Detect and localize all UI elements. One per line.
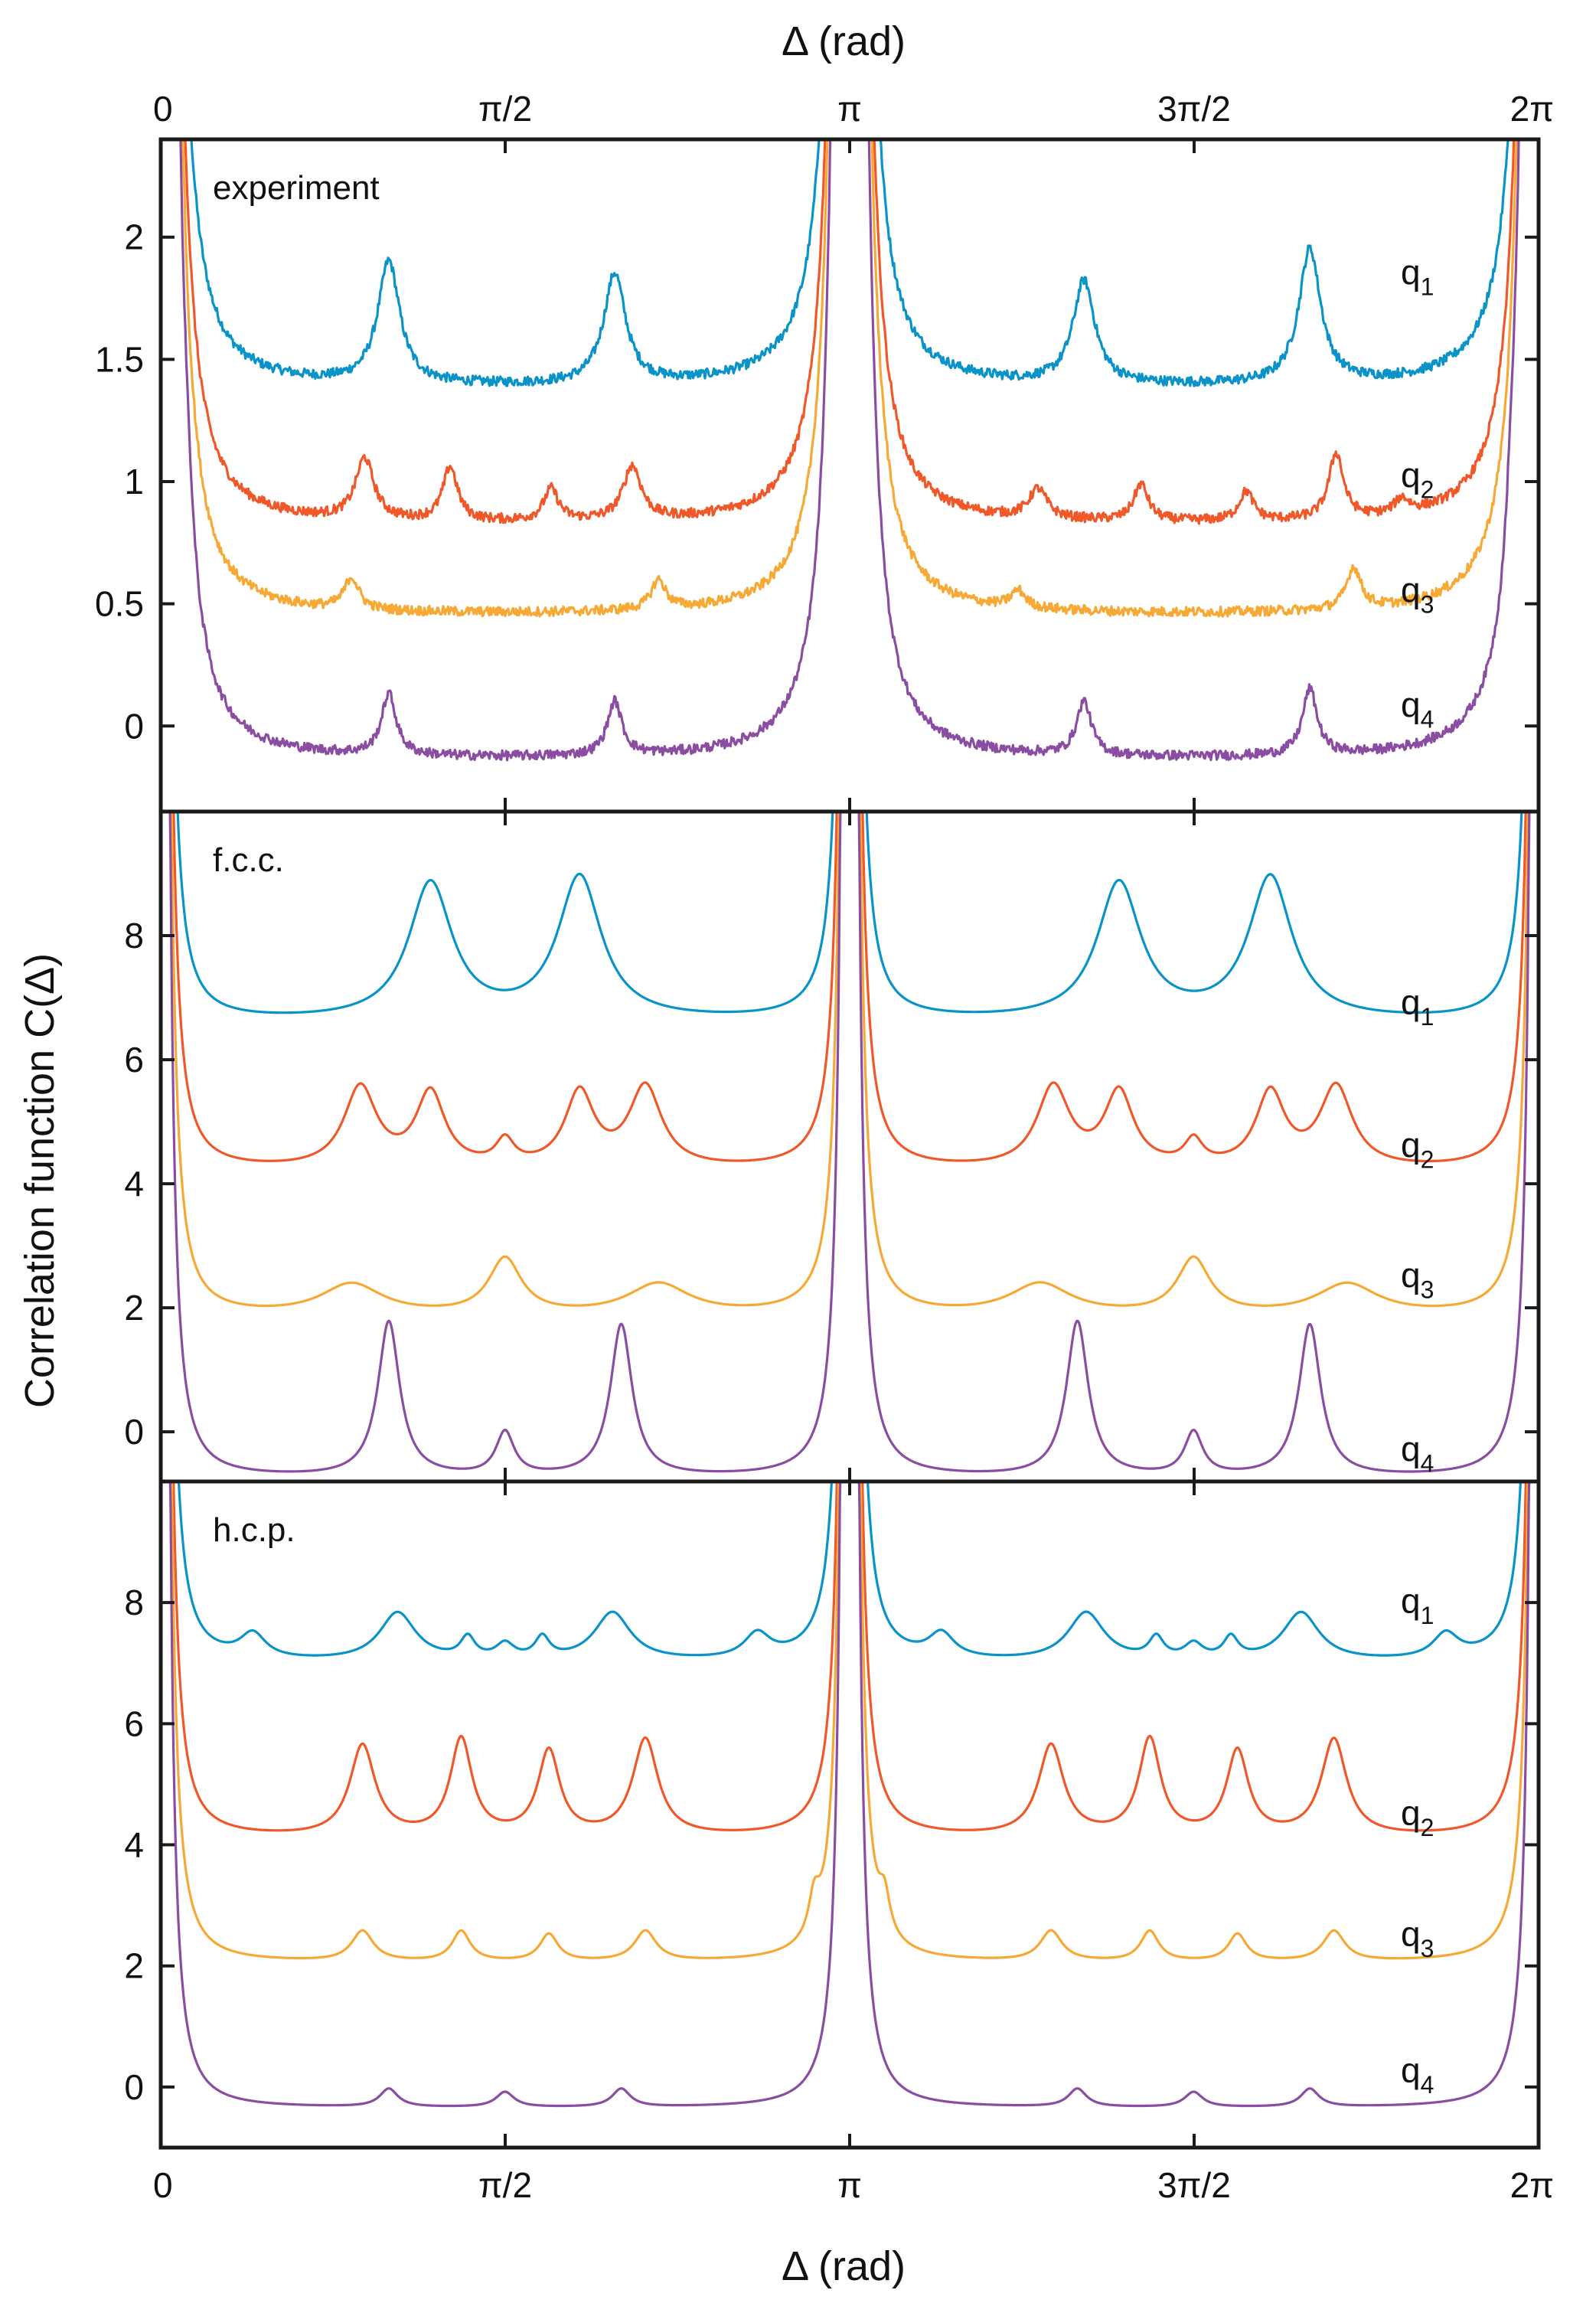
panel-curves [168,1481,1531,2108]
series-label-q2: q2 [1401,1793,1434,1841]
y-tick-label: 2 [124,1946,144,1986]
series-label-q3: q3 [1401,1256,1434,1304]
y-tick-label: 1.5 [95,339,144,379]
series-label-subscript: 2 [1421,1814,1434,1841]
x-tick-label-bottom: π/2 [478,2165,532,2205]
series-label-letter: q [1401,1793,1421,1833]
series-label-subscript: 3 [1421,1935,1434,1962]
series-line-q1 [177,1481,1523,1657]
panel-curves [168,812,1531,1473]
series-label-q4: q4 [1401,2050,1434,2099]
series-label-letter: q [1401,685,1421,725]
series-label-letter: q [1401,570,1421,610]
series-label-subscript: 4 [1421,1449,1434,1477]
x-tick-label-bottom: 2π [1510,2165,1554,2205]
series-label-q2: q2 [1401,1125,1434,1174]
bottom-x-axis-title: Δ (rad) [782,2243,906,2289]
series-label-letter: q [1401,2050,1421,2090]
series-label-q4: q4 [1401,685,1434,733]
series-label-q3: q3 [1401,1914,1434,1962]
y-tick-label: 0 [124,2067,144,2107]
series-label-q3: q3 [1401,570,1434,619]
y-tick-label: 1 [124,462,144,501]
series-line-q1 [190,139,1510,387]
x-tick-label-top: 3π/2 [1157,89,1231,129]
series-label-letter: q [1401,982,1421,1022]
series-label-subscript: 3 [1421,1276,1434,1304]
x-tick-label-top: 0 [153,89,173,129]
series-label-q4: q4 [1401,1429,1434,1477]
panel-curves [179,139,1520,762]
series-label-subscript: 4 [1421,2071,1434,2099]
y-tick-label: 2 [124,217,144,257]
series-label-letter: q [1401,1429,1421,1468]
y-tick-label: 0 [124,706,144,746]
series-line-q2 [184,139,1516,525]
panels-layer: 00.511.52experimentq1q2q3q402468f.c.c.q1… [95,89,1554,2205]
y-tick-label: 6 [124,1040,144,1080]
series-line-q2 [172,812,1527,1163]
axes-text-layer: Δ (rad) Δ (rad) Correlation function C(Δ… [17,18,906,2289]
y-tick-label: 4 [124,1825,144,1865]
series-label-letter: q [1401,1581,1421,1621]
series-line-q4 [168,1481,1531,2108]
x-tick-label-top: π [837,89,862,129]
y-tick-label: 0 [124,1412,144,1452]
series-label-letter: q [1401,456,1421,495]
y-tick-label: 8 [124,1583,144,1622]
series-label-subscript: 2 [1421,476,1434,504]
y-tick-label: 2 [124,1288,144,1328]
series-label-subscript: 1 [1421,1003,1434,1031]
series-label-subscript: 1 [1421,273,1434,301]
panel-label-hcp: h.c.p. [213,1511,295,1549]
panel-label-experiment: experiment [213,169,380,207]
y-tick-label: 8 [124,916,144,956]
series-label-letter: q [1401,253,1421,292]
series-line-q4 [179,139,1520,762]
series-label-subscript: 3 [1421,591,1434,619]
x-tick-label-bottom: 3π/2 [1157,2165,1231,2205]
series-label-subscript: 1 [1421,1602,1434,1629]
series-label-q2: q2 [1401,456,1434,504]
y-axis-title: Correlation function C(Δ) [17,953,63,1408]
series-label-q1: q1 [1401,982,1434,1031]
series-label-letter: q [1401,1256,1421,1295]
series-line-q3 [170,1481,1529,1960]
x-tick-label-bottom: 0 [153,2165,173,2205]
series-line-q2 [172,1481,1527,1832]
x-tick-labels: 0 0 π/2 π/2 π π 3π/2 3π/2 2π 2π [153,89,1554,2205]
series-line-q3 [181,139,1518,618]
top-x-axis-title: Δ (rad) [782,18,906,64]
x-tick-label-top: π/2 [478,89,532,129]
series-line-q4 [168,812,1531,1473]
series-label-subscript: 2 [1421,1146,1434,1174]
y-tick-label: 0.5 [95,584,144,624]
series-label-letter: q [1401,1914,1421,1954]
panel-label-fcc: f.c.c. [213,841,284,879]
series-label-letter: q [1401,1125,1421,1165]
x-tick-label-bottom: π [837,2165,862,2205]
x-tick-label-top: 2π [1510,89,1554,129]
series-label-q1: q1 [1401,253,1434,301]
y-tick-label: 4 [124,1164,144,1204]
series-line-q1 [176,812,1523,1014]
series-label-subscript: 4 [1421,706,1434,733]
y-tick-label: 6 [124,1704,144,1743]
series-label-q1: q1 [1401,1581,1434,1629]
series-line-q3 [170,812,1529,1308]
